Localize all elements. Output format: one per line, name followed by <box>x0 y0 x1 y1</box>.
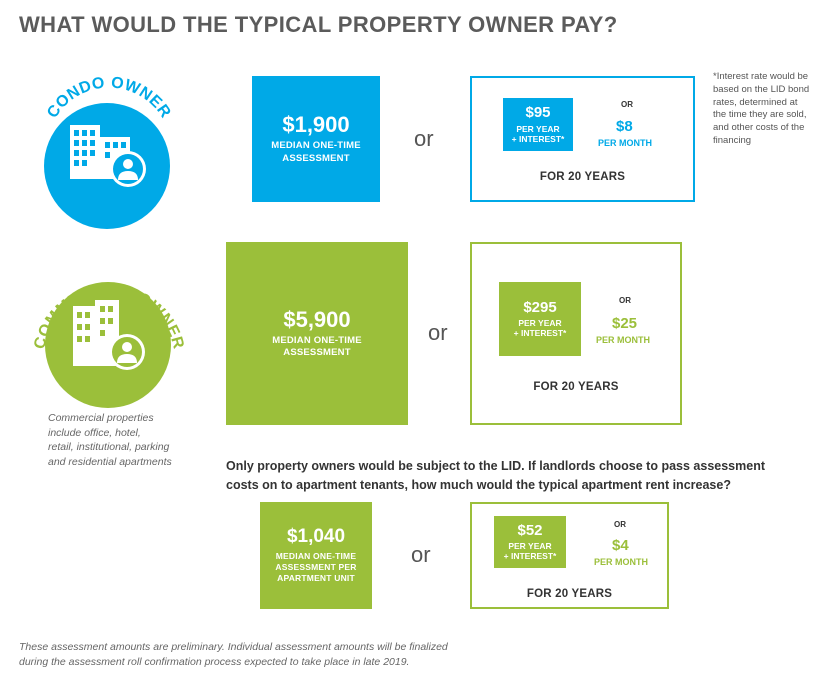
condo-median-label-line1: MEDIAN ONE-TIME <box>271 140 361 152</box>
condo-or-text: or <box>414 126 434 151</box>
commercial-interest-label: + INTEREST* <box>513 328 567 339</box>
commercial-per-year-amount: $295 <box>523 298 557 316</box>
apartment-building-person-icon <box>70 125 146 187</box>
commercial-per-year-box: $295 PER YEAR + INTEREST* <box>499 282 581 356</box>
apartment-or-text: or <box>411 542 431 567</box>
footnote-line: financing <box>713 135 752 147</box>
commercial-financing-box: $295 PER YEAR + INTEREST* OR $25 PER MON… <box>470 242 682 425</box>
condo-years-label: FOR 20 YEARS <box>539 171 626 183</box>
apartment-small-or: OR <box>614 520 626 529</box>
apartment-financing-box: $52 PER YEAR + INTEREST* OR $4 PER MONTH… <box>470 502 669 609</box>
condo-interest-label: + INTEREST* <box>511 133 565 144</box>
question-line: Only property owners would be subject to… <box>226 459 765 473</box>
note-line: Commercial properties <box>48 412 154 424</box>
commercial-median-assessment-box: $5,900 MEDIAN ONE-TIME ASSESSMENT <box>226 242 408 425</box>
interest-footnote: *Interest rate would be based on the LID… <box>713 71 809 148</box>
apartment-median-label-line3: APARTMENT UNIT <box>277 572 355 583</box>
footnote-line: rates, determined at <box>713 96 798 108</box>
condo-median-amount: $1,900 <box>282 112 350 138</box>
condo-per-year-box: $95 PER YEAR + INTEREST* <box>503 98 573 151</box>
apartment-median-label-line2: ASSESSMENT PER <box>275 561 357 572</box>
note-line: retail, institutional, parking <box>48 441 170 454</box>
condo-per-year-amount: $95 <box>525 104 551 122</box>
commercial-median-amount: $5,900 <box>283 306 351 332</box>
apartment-years-label: FOR 20 YEARS <box>526 588 613 600</box>
condo-small-or: OR <box>621 100 633 109</box>
page-title: WHAT WOULD THE TYPICAL PROPERTY OWNER PA… <box>19 12 618 37</box>
condo-median-label-line2: ASSESSMENT <box>282 152 350 164</box>
footnote-line: the time they are sold, <box>713 109 807 121</box>
note-line: and residential apartments <box>48 456 172 469</box>
apartment-per-year-box: $52 PER YEAR + INTEREST* <box>494 516 566 568</box>
commercial-or-text: or <box>428 320 448 345</box>
apartment-per-month-amount: $4 <box>612 537 629 554</box>
footnote-line: *Interest rate would be <box>713 71 809 82</box>
preliminary-footer-note: These assessment amounts are preliminary… <box>19 640 448 669</box>
apartment-median-assessment-box: $1,040 MEDIAN ONE-TIME ASSESSMENT PER AP… <box>260 502 372 609</box>
condo-owner-circle <box>44 103 170 229</box>
office-building-person-icon <box>73 300 145 370</box>
condo-financing-box: $95 PER YEAR + INTEREST* OR $8 PER MONTH… <box>470 76 695 202</box>
condo-per-year-label: PER YEAR <box>516 123 560 134</box>
commercial-per-month-amount: $25 <box>612 315 638 332</box>
apartment-per-year-label: PER YEAR <box>508 541 552 552</box>
footer-line: during the assessment roll confirmation … <box>19 655 410 668</box>
apartment-per-year-amount: $52 <box>517 521 543 539</box>
footnote-line: based on the LID bond <box>713 83 810 95</box>
condo-median-assessment-box: $1,900 MEDIAN ONE-TIME ASSESSMENT <box>252 76 380 202</box>
apartment-per-month-label: PER MONTH <box>594 557 648 567</box>
commercial-per-month-label: PER MONTH <box>596 335 650 345</box>
commercial-per-year-label: PER YEAR <box>518 318 562 329</box>
commercial-median-label-line2: ASSESSMENT <box>283 347 351 359</box>
commercial-owner-circle <box>45 282 171 408</box>
note-line: include office, hotel, <box>48 426 141 439</box>
footer-line: These assessment amounts are preliminary… <box>19 641 448 653</box>
condo-per-month-amount: $8 <box>616 118 633 135</box>
apartment-median-amount: $1,040 <box>286 525 346 547</box>
commercial-properties-note: Commercial properties include office, ho… <box>48 411 172 470</box>
apartment-median-label-line1: MEDIAN ONE-TIME <box>275 550 357 561</box>
commercial-median-label-line1: MEDIAN ONE-TIME <box>272 334 362 346</box>
footnote-line: and other costs of the <box>713 122 805 134</box>
question-line: costs on to apartment tenants, how much … <box>226 477 731 492</box>
commercial-small-or: OR <box>619 296 631 305</box>
apartment-interest-label: + INTEREST* <box>503 551 557 562</box>
condo-per-month-label: PER MONTH <box>598 138 652 148</box>
commercial-years-label: FOR 20 YEARS <box>533 381 619 393</box>
apartment-rent-question: Only property owners would be subject to… <box>226 457 765 495</box>
